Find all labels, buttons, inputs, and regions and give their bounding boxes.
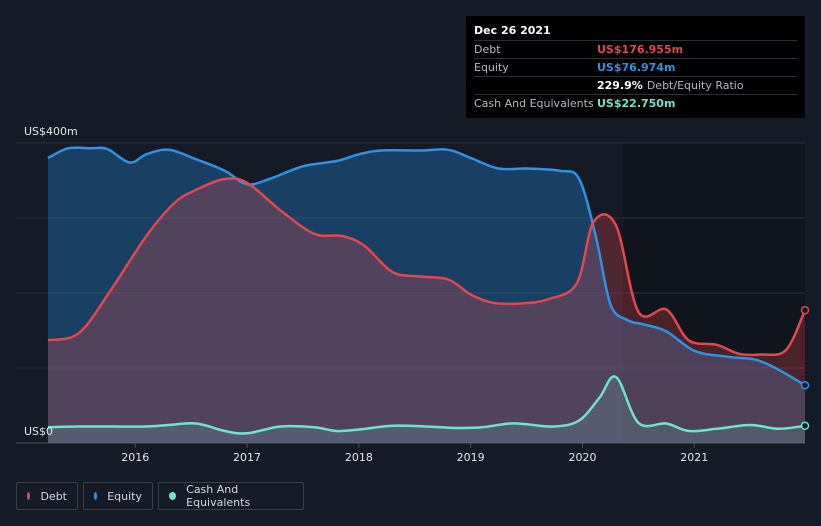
tooltip-ratio-suffix: Debt/Equity Ratio (646, 79, 744, 92)
tooltip-panel: Dec 26 2021 Debt US$176.955m Equity US$7… (466, 16, 805, 118)
legend-label: Cash And Equivalents (186, 483, 251, 509)
legend-dot-icon (94, 492, 98, 500)
tooltip-date: Dec 26 2021 (474, 24, 551, 37)
legend-label: Equity (107, 489, 142, 503)
area-equity (48, 147, 805, 443)
legend-item-equity[interactable]: Equity (83, 482, 153, 510)
tooltip-label: Debt (474, 43, 501, 56)
y-axis-max-label: US$400m (24, 125, 78, 138)
gridlines (16, 142, 805, 444)
tooltip-value-debt: US$176.955m (597, 43, 684, 56)
legend-dot-icon (27, 492, 31, 500)
line-cash-and-equivalents (47, 375, 806, 435)
tooltip-row-cash: Cash And Equivalents US$22.750m (474, 94, 797, 112)
tooltip-label (474, 77, 597, 94)
x-tick-label: 2020 (568, 451, 596, 464)
marker-equity (800, 381, 810, 390)
series-lines (47, 146, 807, 435)
marker-cash-and-equivalents (800, 421, 810, 430)
tooltip-value-cash: US$22.750m (597, 97, 676, 110)
legend-dot-icon (169, 492, 177, 500)
tooltip-row-equity: Equity US$76.974m (474, 58, 797, 76)
tooltip-label: Cash And Equivalents (474, 97, 594, 110)
tooltip-value-equity: US$76.974m (597, 61, 676, 74)
line-debt (47, 177, 807, 357)
x-tick-label: 2021 (680, 451, 708, 464)
tooltip-value-ratio: 229.9% (597, 79, 643, 92)
y-axis-min-label: US$0 (24, 425, 53, 438)
tooltip-label: Equity (474, 61, 509, 74)
line-equity (47, 146, 806, 387)
end-markers (800, 306, 810, 430)
tooltip-row-ratio: 229.9% Debt/Equity Ratio (474, 76, 797, 94)
area-cash-and-equivalents (48, 376, 805, 443)
marker-debt (800, 306, 810, 315)
x-tick-label: 2019 (457, 451, 485, 464)
tooltip-row-debt: Debt US$176.955m (474, 40, 797, 58)
x-tick-label: 2017 (233, 451, 261, 464)
legend-item-debt[interactable]: Debt (16, 482, 78, 510)
x-tick-label: 2018 (345, 451, 373, 464)
legend-item-cash[interactable]: Cash And Equivalents (158, 482, 304, 510)
legend-label: Debt (40, 489, 67, 503)
x-tick-label: 2016 (121, 451, 149, 464)
x-axis-ticks: 2016 2017 2018 2019 2020 2021 (121, 443, 708, 464)
